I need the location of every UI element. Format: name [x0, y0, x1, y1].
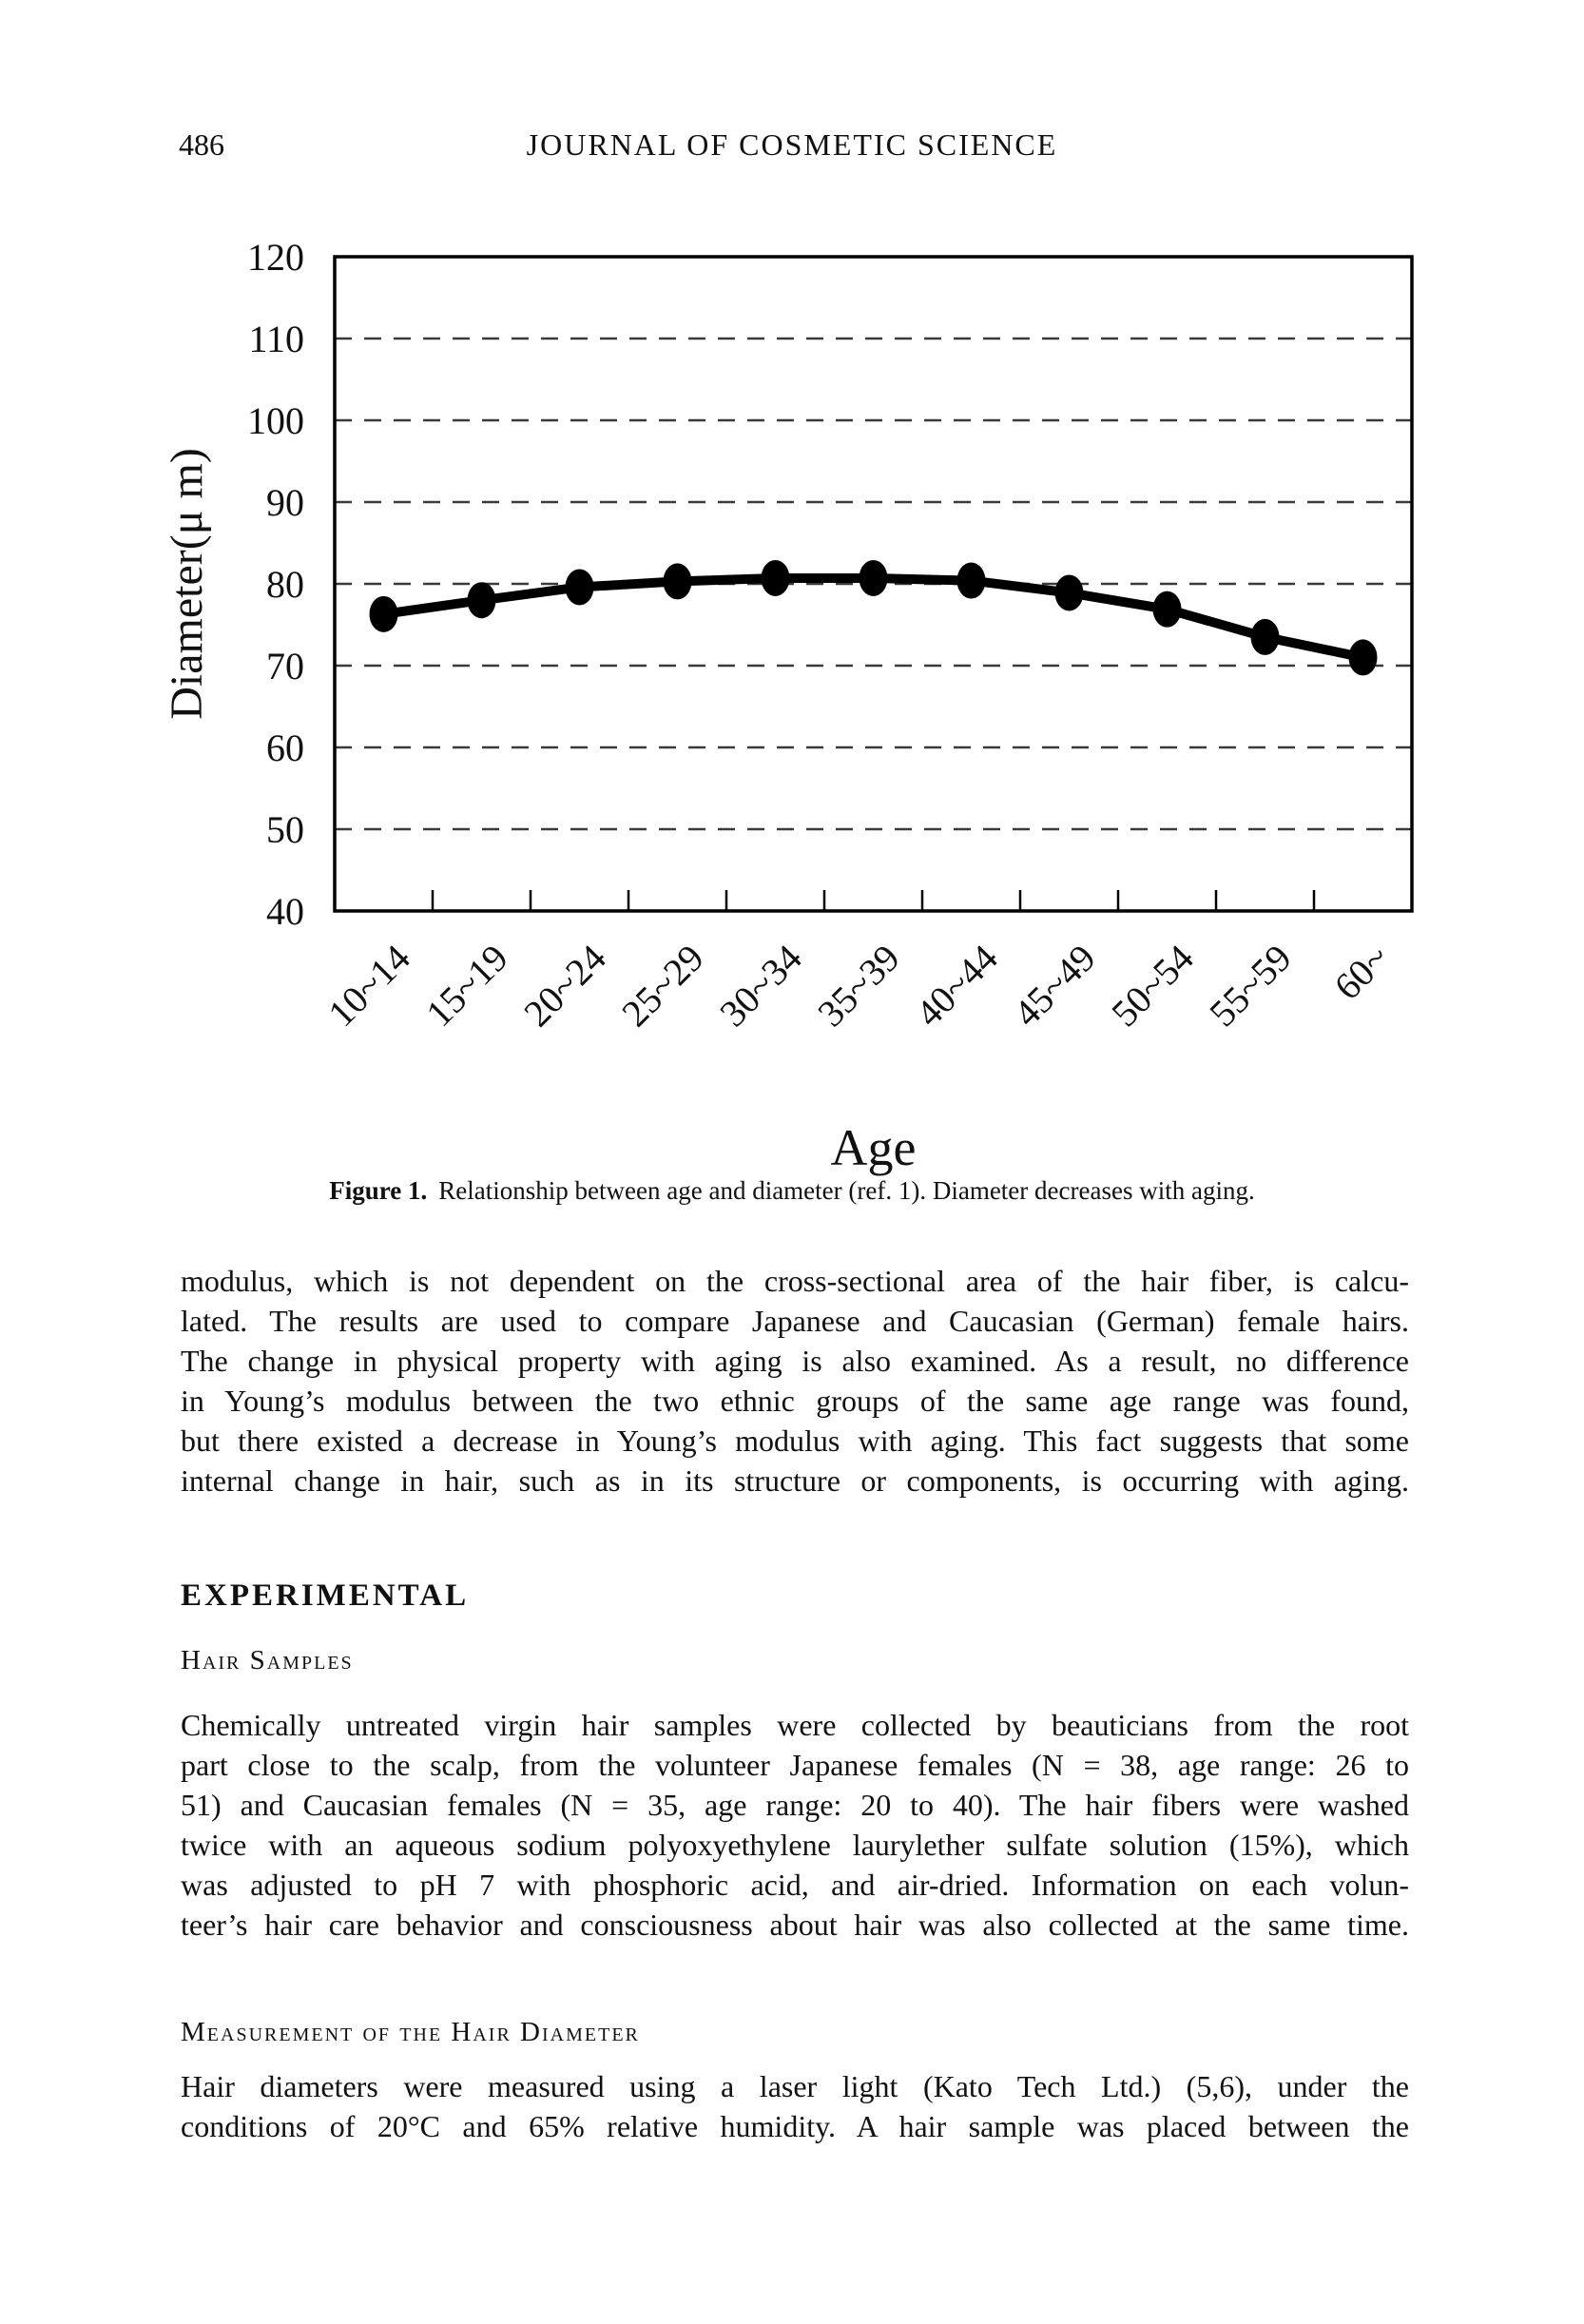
text-line: in Young’s modulus between the two ethni…: [181, 1384, 1409, 1418]
svg-text:20~24: 20~24: [515, 937, 614, 1036]
text-line: was adjusted to pH 7 with phosphoric aci…: [181, 1868, 1409, 1902]
text-line: internal change in hair, such as in its …: [181, 1463, 1409, 1498]
svg-text:60~: 60~: [1325, 937, 1397, 1008]
svg-text:Diameter(μ m): Diameter(μ m): [162, 448, 212, 720]
text-line: Chemically untreated virgin hair samples…: [181, 1708, 1409, 1742]
svg-text:Age: Age: [831, 1119, 917, 1176]
text-line: part close to the scalp, from the volunt…: [181, 1748, 1409, 1782]
measurement-paragraph: Hair diameters were measured using a las…: [181, 2066, 1409, 2146]
text-line: Hair diameters were measured using a las…: [181, 2069, 1409, 2103]
svg-text:110: 110: [248, 318, 304, 360]
page-number: 486: [179, 127, 224, 162]
svg-text:50: 50: [266, 808, 304, 851]
text-line: teer’s hair care behavior and consciousn…: [181, 1908, 1409, 1942]
text-line: lated. The results are used to compare J…: [181, 1304, 1409, 1338]
figure-1-chart: 40 50 60 70 80 90 100 110 120 Diameter(μ m) 10~14 1…: [95, 238, 1483, 1198]
subsection-heading-hair-samples: Hair Samples: [181, 1645, 354, 1675]
figure-caption: Figure 1. Relationship between age and di…: [0, 1176, 1584, 1206]
svg-text:50~54: 50~54: [1103, 937, 1202, 1036]
svg-text:90: 90: [266, 481, 304, 524]
svg-text:60: 60: [266, 726, 304, 769]
svg-text:40~44: 40~44: [907, 937, 1006, 1036]
svg-text:120: 120: [247, 238, 304, 279]
hair-samples-paragraph: Chemically untreated virgin hair samples…: [181, 1705, 1409, 1945]
text-line: twice with an aqueous sodium polyoxyethy…: [181, 1828, 1409, 1862]
svg-text:30~34: 30~34: [711, 937, 810, 1036]
svg-text:15~19: 15~19: [417, 937, 516, 1036]
svg-text:55~59: 55~59: [1201, 937, 1300, 1036]
subsection-heading-measurement: Measurement of the Hair Diameter: [181, 2017, 640, 2047]
figure-caption-label: Figure 1.: [329, 1176, 428, 1205]
svg-text:40: 40: [266, 890, 304, 933]
text-line: The change in physical property with agi…: [181, 1344, 1409, 1378]
line-chart-svg: 40 50 60 70 80 90 100 110 120 Diameter(μ m) 10~14 1…: [162, 238, 1414, 1176]
section-heading-experimental: EXPERIMENTAL: [181, 1578, 470, 1613]
text-line: conditions of 20°C and 65% relative humi…: [181, 2109, 1409, 2143]
figure-caption-text: Relationship between age and diameter (r…: [438, 1176, 1255, 1205]
svg-text:25~29: 25~29: [613, 937, 712, 1036]
journal-title: JOURNAL OF COSMETIC SCIENCE: [526, 127, 1058, 162]
svg-text:100: 100: [247, 399, 304, 442]
running-head: 486 JOURNAL OF COSMETIC SCIENCE: [0, 127, 1584, 165]
svg-text:35~39: 35~39: [809, 937, 908, 1036]
svg-text:45~49: 45~49: [1005, 937, 1104, 1036]
svg-text:80: 80: [266, 563, 304, 606]
text-line: but there existed a decrease in Young’s …: [181, 1423, 1409, 1458]
intro-paragraph: modulus, which is not dependent on the c…: [181, 1261, 1409, 1501]
svg-text:70: 70: [266, 645, 304, 688]
svg-text:10~14: 10~14: [319, 937, 418, 1036]
text-line: modulus, which is not dependent on the c…: [181, 1264, 1409, 1298]
text-line: 51) and Caucasian females (N = 35, age r…: [181, 1788, 1409, 1822]
